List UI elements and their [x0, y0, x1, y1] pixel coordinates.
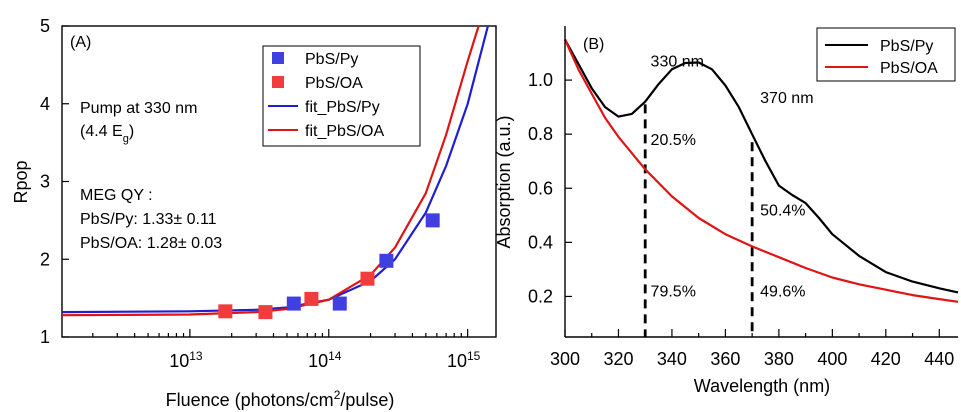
legend-marker-pbs-oa: [272, 76, 284, 88]
panel-b-legend: PbS/Py PbS/OA: [816, 27, 956, 82]
panel-b: 0.2 0.4 0.6 0.8 1.0 300 320 340 360 380 400 420 440…: [494, 26, 959, 396]
panel-a-y-tick-label: 5: [40, 16, 50, 36]
panel-b-y-tick-label: 0.6: [528, 178, 553, 198]
data-point-series-0: [286, 296, 301, 311]
meg-qy-title: MEG QY :: [80, 187, 153, 204]
panel-b-label: (B): [583, 36, 604, 53]
panel-b-x-tick-label: 380: [764, 349, 794, 369]
panel-a-x-tick-label: 1015: [447, 349, 481, 371]
data-point-series-0: [379, 253, 394, 268]
absorption-curve-1: [563, 39, 959, 303]
panel-b-x-tick-label: 440: [924, 349, 954, 369]
meg-qy-pbs-py: PbS/Py: 1.33± 0.11: [80, 211, 217, 228]
panel-b-dashed-markers: [643, 104, 754, 337]
legend-label-fit-pbs-py: fit_PbS/Py: [305, 99, 380, 116]
panel-b-annotation-3: 50.4%: [760, 202, 805, 219]
data-point-series-1: [218, 304, 233, 319]
panel-b-y-ticks: 0.2 0.4 0.6 0.8 1.0: [528, 70, 572, 306]
panel-a-x-tick-label: 1014: [308, 349, 342, 371]
panel-a-label: (A): [70, 34, 91, 51]
panel-b-x-tick-label: 420: [871, 349, 901, 369]
panel-b-legend-box: [816, 27, 956, 82]
panel-b-y-tick-label: 0.4: [528, 232, 553, 252]
panel-a-x-ticks: 1013 1014 1015: [92, 329, 481, 371]
panel-a-y-tick-label: 4: [40, 94, 50, 114]
legend-label-b-pbs-oa: PbS/OA: [880, 60, 938, 77]
panel-b-y-tick-label: 1.0: [528, 70, 553, 90]
panel-b-x-tick-label: 340: [657, 349, 687, 369]
meg-qy-pbs-oa: PbS/OA: 1.28± 0.03: [80, 235, 222, 252]
legend-label-fit-pbs-oa: fit_PbS/OA: [305, 123, 384, 140]
panel-b-annotation-5: 49.6%: [760, 283, 805, 300]
panel-a-data-points: [218, 213, 440, 320]
data-point-series-1: [360, 271, 375, 286]
panel-b-x-tick-label: 400: [817, 349, 847, 369]
legend-label-pbs-oa: PbS/OA: [305, 75, 363, 92]
panel-a-y-tick-label: 3: [40, 172, 50, 192]
legend-marker-pbs-py: [272, 52, 284, 64]
panel-a-x-tick-label: 1013: [169, 349, 203, 371]
panel-a-y-tick-label: 2: [40, 249, 50, 269]
absorption-curve-0: [564, 38, 959, 294]
panel-a-y-ticks: 1 2 3 4 5: [40, 16, 69, 347]
panel-a-y-tick-label: 1: [40, 327, 50, 347]
panel-b-annotation-1: 370 nm: [760, 90, 813, 107]
panel-a-y-axis-title: Rpop: [11, 160, 31, 203]
panel-b-x-tick-label: 320: [603, 349, 633, 369]
panel-b-y-tick-label: 0.8: [528, 124, 553, 144]
panel-b-annotation-4: 79.5%: [651, 283, 696, 300]
pump-annotation-line2: (4.4 Eg): [80, 123, 134, 145]
panel-b-annotations: 330 nm 370 nm 20.5% 50.4% 79.5% 49.6%: [651, 54, 814, 301]
panel-b-x-ticks: 300 320 340 360 380 400 420 440: [550, 329, 954, 369]
panel-a-legend: PbS/Py PbS/OA fit_PbS/Py fit_PbS/OA: [262, 45, 421, 147]
panel-b-x-tick-label: 300: [550, 349, 580, 369]
panel-b-annotation-0: 330 nm: [651, 54, 704, 71]
panel-b-y-tick-label: 0.2: [528, 286, 553, 306]
panel-b-y-axis-title: Absorption (a.u.): [494, 115, 514, 248]
data-point-series-0: [425, 213, 440, 228]
legend-label-b-pbs-py: PbS/Py: [880, 38, 933, 55]
panel-b-absorption-curves: [563, 38, 959, 303]
data-point-series-0: [332, 296, 347, 311]
panel-b-x-tick-label: 360: [710, 349, 740, 369]
panel-a: (A) 1 2 3 4 5 1013 1014 1015 Rpop Fluence (pho…: [11, 16, 497, 410]
panel-a-x-axis-title: Fluence (photons/cm2/pulse): [166, 388, 395, 410]
legend-label-pbs-py: PbS/Py: [305, 51, 358, 68]
panel-b-annotation-2: 20.5%: [651, 132, 696, 149]
panel-b-x-axis-title: Wavelength (nm): [694, 376, 830, 396]
data-point-series-1: [258, 305, 273, 320]
data-point-series-1: [304, 291, 319, 306]
pump-annotation-line1: Pump at 330 nm: [80, 100, 197, 117]
